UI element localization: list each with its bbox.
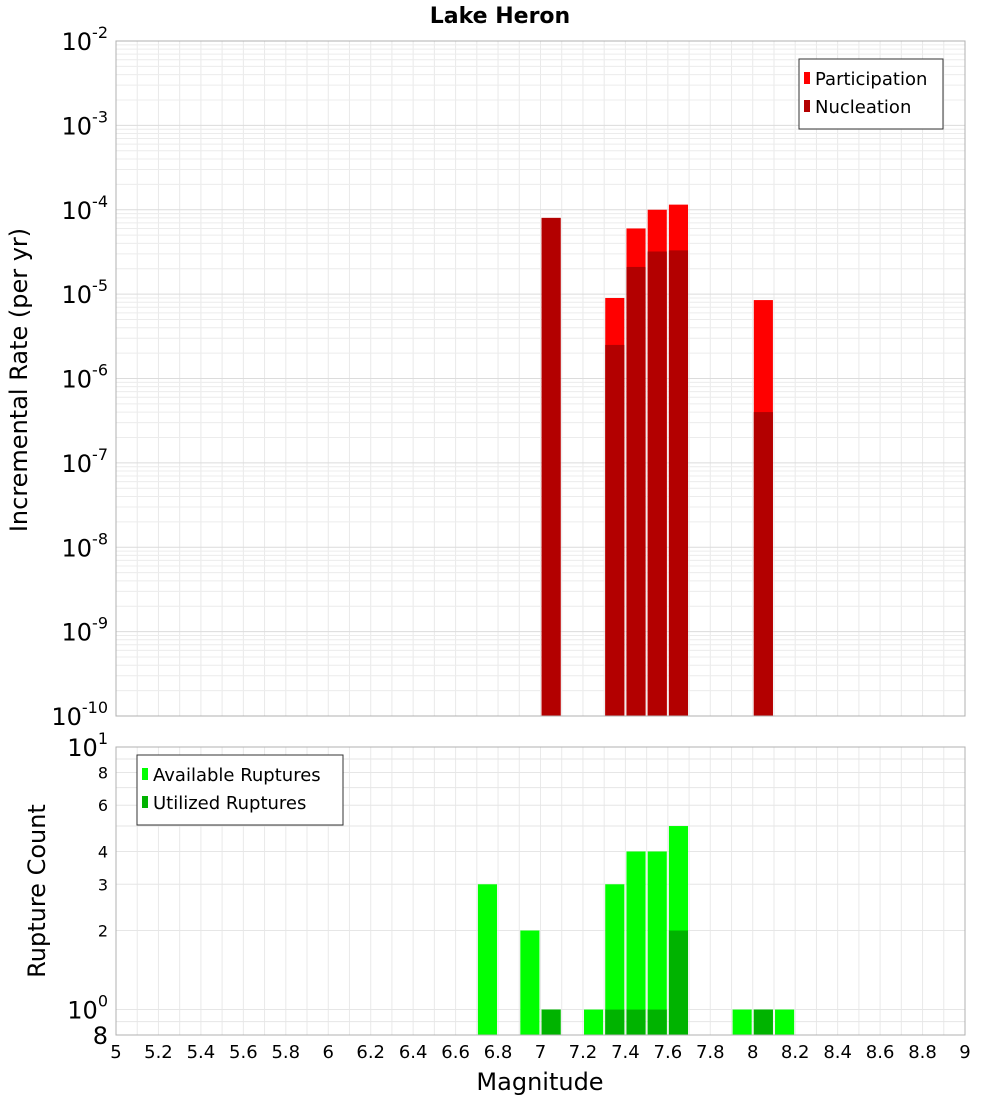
x-tick-label: 7.6 [654, 1042, 683, 1063]
top-y-axis-label: Incremental Rate (per yr) [5, 228, 33, 532]
x-tick-label: 5 [110, 1042, 121, 1063]
bar-available-ruptures [520, 930, 540, 1035]
bar-nucleation [647, 251, 667, 716]
legend-label: Nucleation [815, 97, 911, 118]
top-y-tick-label: 10-9 [62, 614, 109, 647]
x-tick-label: 7.4 [611, 1042, 640, 1063]
x-tick-label: 8.2 [781, 1042, 810, 1063]
x-tick-label: 6.4 [399, 1042, 428, 1063]
top-y-tick-label: 10-5 [62, 276, 109, 309]
bar-available-ruptures [584, 1009, 604, 1035]
bar-utilized-ruptures [753, 1009, 773, 1035]
x-tick-label: 7 [535, 1042, 546, 1063]
x-tick-label: 8.8 [908, 1042, 937, 1063]
legend-label: Utilized Ruptures [153, 793, 306, 814]
top-plot-area: 10-10 10-9 10-8 10-7 10-6 10-5 10-4 10-3 10-2 Par… [51, 23, 966, 731]
bottom-legend [136, 754, 344, 826]
top-y-tick-label: 10-8 [62, 529, 109, 562]
bottom-y-tick-label: 3 [98, 875, 108, 894]
bottom-y-tick-label: 8 [93, 1022, 108, 1050]
top-y-tick-label: 10-3 [62, 107, 109, 140]
x-tick-label: 9 [959, 1042, 970, 1063]
x-tick-label: 8 [747, 1042, 758, 1063]
x-tick-label: 5.2 [144, 1042, 173, 1063]
bar-nucleation [626, 266, 646, 716]
legend-swatch [804, 72, 810, 84]
bar-available-ruptures [732, 1009, 752, 1035]
legend-swatch [142, 768, 148, 780]
x-tick-label: 6 [323, 1042, 334, 1063]
top-legend [798, 58, 944, 130]
bottom-y-tick-label: 4 [98, 842, 108, 861]
top-y-tick-label: 10-6 [62, 361, 109, 394]
top-plot-frame [115, 40, 966, 717]
chart-title: Lake Heron [430, 4, 570, 29]
legend-label: Available Ruptures [153, 765, 321, 786]
top-y-tick-label: 10-2 [62, 23, 109, 56]
legend-label: Participation [815, 69, 927, 90]
bar-utilized-ruptures [605, 1009, 625, 1035]
bar-available-ruptures [477, 884, 497, 1035]
bar-available-ruptures [775, 1009, 795, 1035]
bar-nucleation [753, 412, 773, 716]
legend-swatch [142, 796, 148, 808]
bottom-plot-frame [115, 746, 966, 1036]
x-tick-label: 7.8 [696, 1042, 725, 1063]
bottom-y-tick-label: 6 [98, 796, 108, 815]
bar-available-ruptures [626, 851, 646, 1035]
bar-utilized-ruptures [668, 930, 689, 1035]
bar-available-ruptures [605, 884, 625, 1035]
x-tick-label: 6.8 [484, 1042, 513, 1063]
x-tick-label: 8.4 [823, 1042, 852, 1063]
bar-nucleation [668, 250, 689, 717]
bar-utilized-ruptures [541, 1009, 561, 1035]
x-axis-label: Magnitude [476, 1068, 603, 1096]
x-tick-label: 6.2 [356, 1042, 385, 1063]
x-tick-label: 5.8 [271, 1042, 300, 1063]
legend-swatch [804, 100, 810, 112]
x-tick-label: 8.6 [866, 1042, 895, 1063]
bottom-y-tick-label: 100 [67, 992, 108, 1025]
bar-utilized-ruptures [647, 1009, 667, 1035]
top-y-tick-label: 10-4 [62, 192, 109, 225]
top-y-tick-label: 10-10 [51, 698, 108, 731]
bar-nucleation [541, 217, 561, 716]
bar-nucleation [605, 344, 625, 716]
bottom-y-tick-label: 8 [98, 763, 108, 782]
x-tick-label: 5.4 [187, 1042, 216, 1063]
bottom-y-tick-label: 2 [98, 922, 108, 941]
x-tick-label: 5.6 [229, 1042, 258, 1063]
x-tick-label: 7.2 [569, 1042, 598, 1063]
bottom-y-tick-label: 101 [67, 729, 108, 762]
top-y-tick-label: 10-7 [62, 445, 109, 478]
x-tick-label: 6.6 [441, 1042, 470, 1063]
bar-utilized-ruptures [626, 1009, 646, 1035]
bar-available-ruptures [647, 851, 667, 1035]
bottom-y-axis-label: Rupture Count [23, 804, 51, 978]
